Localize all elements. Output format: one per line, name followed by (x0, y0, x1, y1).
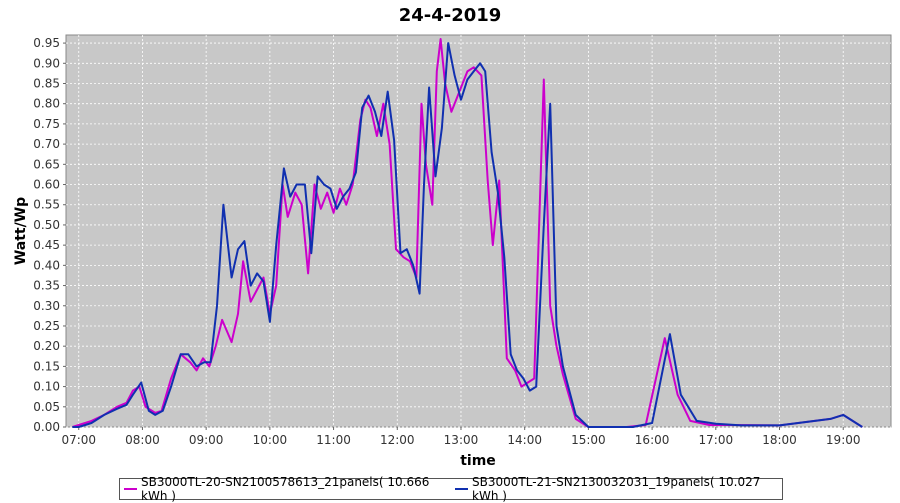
x-tick-label: 16:00 (635, 433, 670, 447)
legend-item-series-2: SB3000TL-21-SN2130032031_19panels( 10.02… (455, 475, 776, 503)
y-tick-label: 0.55 (33, 198, 60, 212)
plot-area (65, 34, 892, 428)
x-tick-label: 19:00 (826, 433, 861, 447)
x-tick-label: 09:00 (189, 433, 224, 447)
x-tick-label: 11:00 (316, 433, 351, 447)
y-tick-label: 0.20 (33, 339, 60, 353)
series-line-2 (72, 42, 863, 428)
y-tick-label: 0.00 (33, 420, 60, 434)
y-tick-label: 0.70 (33, 137, 60, 151)
legend-swatch-series-2 (455, 488, 469, 490)
legend: SB3000TL-20-SN2100578613_21panels( 10.66… (119, 475, 783, 503)
y-tick-label: 0.80 (33, 97, 60, 111)
x-tick-label: 17:00 (699, 433, 734, 447)
x-tick-label: 10:00 (253, 433, 288, 447)
y-axis-label: Watt/Wp (13, 197, 29, 265)
y-tick-label: 0.65 (33, 157, 60, 171)
y-tick-label: 0.50 (33, 218, 60, 232)
x-tick-label: 07:00 (61, 433, 96, 447)
x-tick-label: 14:00 (507, 433, 542, 447)
y-tick-label: 0.35 (33, 279, 60, 293)
legend-item-series-1: SB3000TL-20-SN2100578613_21panels( 10.66… (124, 475, 445, 503)
y-tick-label: 0.10 (33, 380, 60, 394)
x-tick-label: 08:00 (125, 433, 160, 447)
x-tick-label: 12:00 (380, 433, 415, 447)
y-tick-label: 0.95 (33, 36, 60, 50)
y-axis: 0.00 0.05 0.10 0.15 0.20 0.25 0.30 0.35 0.40 0.45… (33, 36, 66, 434)
y-tick-label: 0.15 (33, 359, 60, 373)
legend-label-series-2: SB3000TL-21-SN2130032031_19panels( 10.02… (472, 475, 761, 503)
series-group (72, 38, 863, 428)
y-tick-label: 0.25 (33, 319, 60, 333)
x-tick-label: 18:00 (762, 433, 797, 447)
legend-swatch-series-1 (124, 488, 138, 490)
x-tick-label: 13:00 (444, 433, 479, 447)
legend-label-series-1: SB3000TL-20-SN2100578613_21panels( 10.66… (141, 475, 430, 503)
y-tick-label: 0.05 (33, 400, 60, 414)
series-line-1 (72, 38, 863, 428)
y-tick-label: 0.85 (33, 76, 60, 90)
y-tick-label: 0.75 (33, 117, 60, 131)
y-tick-label: 0.45 (33, 238, 60, 252)
y-tick-label: 0.60 (33, 178, 60, 192)
y-tick-label: 0.30 (33, 299, 60, 313)
y-tick-label: 0.90 (33, 56, 60, 70)
chart-title: 24-4-2019 (399, 5, 502, 26)
x-tick-label: 15:00 (571, 433, 606, 447)
x-axis-label: time (460, 453, 496, 469)
x-axis: 07:00 08:00 09:00 10:00 11:00 12:00 13:00 14:00… (61, 427, 861, 447)
y-tick-label: 0.40 (33, 258, 60, 272)
